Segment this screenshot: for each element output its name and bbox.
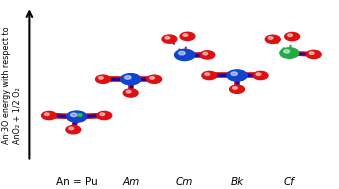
Circle shape — [121, 74, 141, 85]
Circle shape — [231, 72, 237, 75]
Text: Cm: Cm — [176, 177, 193, 187]
Circle shape — [97, 111, 112, 120]
Text: Cf: Cf — [284, 177, 295, 187]
Circle shape — [202, 71, 217, 80]
Text: Am: Am — [122, 177, 139, 187]
Circle shape — [147, 75, 162, 83]
Circle shape — [306, 50, 321, 59]
Circle shape — [203, 52, 208, 55]
Circle shape — [284, 50, 290, 53]
Circle shape — [180, 32, 195, 40]
Circle shape — [123, 89, 138, 97]
Circle shape — [150, 77, 155, 79]
Circle shape — [268, 37, 273, 39]
Circle shape — [200, 51, 215, 59]
Circle shape — [230, 85, 244, 93]
Circle shape — [99, 77, 103, 79]
Text: Bk: Bk — [231, 177, 244, 187]
Circle shape — [78, 114, 82, 116]
Circle shape — [253, 71, 268, 80]
Text: An·3O energy with respect to
AnO₂ + 1/2 O₂: An·3O energy with respect to AnO₂ + 1/2 … — [2, 26, 22, 144]
Circle shape — [126, 90, 131, 93]
Circle shape — [162, 35, 177, 43]
Circle shape — [44, 113, 49, 115]
Circle shape — [265, 35, 280, 43]
Circle shape — [69, 127, 74, 130]
Circle shape — [71, 113, 77, 117]
Circle shape — [96, 75, 111, 83]
Circle shape — [66, 111, 87, 122]
Circle shape — [183, 34, 188, 36]
Circle shape — [179, 51, 185, 55]
Circle shape — [175, 49, 195, 60]
Circle shape — [256, 73, 261, 75]
Text: An = Pu: An = Pu — [56, 177, 98, 187]
Circle shape — [100, 113, 105, 115]
Circle shape — [288, 34, 293, 36]
Circle shape — [205, 73, 210, 75]
Circle shape — [42, 111, 56, 120]
Circle shape — [285, 33, 300, 41]
Circle shape — [309, 52, 314, 54]
Circle shape — [233, 87, 237, 89]
Circle shape — [280, 48, 299, 58]
Circle shape — [125, 76, 131, 79]
Circle shape — [165, 36, 170, 39]
Circle shape — [66, 125, 81, 134]
Circle shape — [227, 70, 247, 81]
